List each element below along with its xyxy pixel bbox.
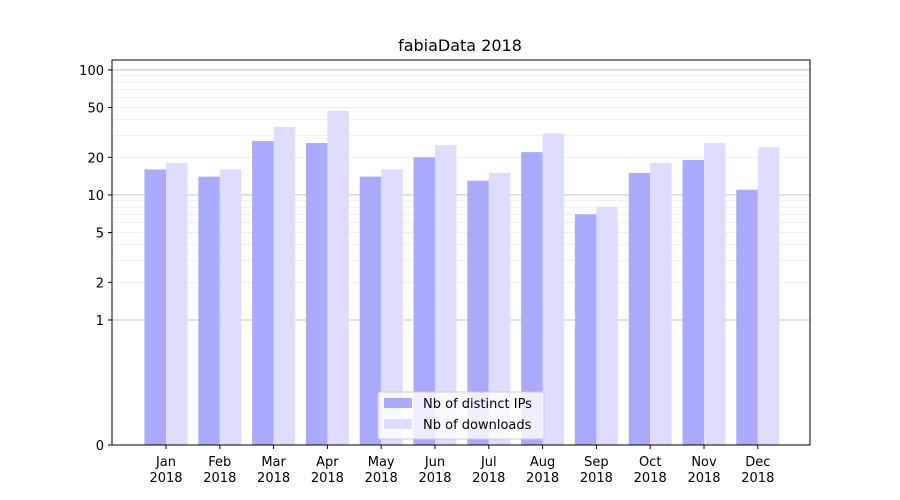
x-tick-label-year: 2018 — [149, 471, 182, 486]
y-axis: 0 1 2 5 10 20 50 100 — [79, 64, 112, 454]
legend-swatch-downloads — [384, 419, 412, 429]
y-tick-label: 5 — [96, 227, 104, 242]
x-tick-label-year: 2018 — [472, 471, 505, 486]
y-tick-label: 100 — [79, 64, 104, 79]
bar-downloads — [166, 163, 188, 445]
bar-ips — [252, 140, 274, 445]
x-tick-label-year: 2018 — [311, 471, 344, 486]
x-tick-label-year: 2018 — [257, 471, 290, 486]
bar-downloads — [219, 169, 242, 445]
y-tick-label: 50 — [87, 102, 104, 117]
legend-swatch-ips — [384, 398, 412, 408]
x-tick-label-year: 2018 — [580, 471, 613, 486]
bar-ips — [628, 172, 651, 445]
x-tick-label-month: Jan — [155, 455, 176, 470]
x-tick-label-year: 2018 — [203, 471, 236, 486]
bar-ips — [359, 176, 382, 445]
bar-ips — [682, 160, 704, 445]
legend: Nb of distinct IPs Nb of downloads — [377, 391, 545, 440]
y-tick-label: 2 — [96, 276, 104, 291]
bar-downloads — [381, 169, 403, 445]
bar-downloads — [435, 145, 457, 445]
y-tick-label: 0 — [96, 439, 104, 454]
x-tick-label-month: Oct — [639, 455, 661, 470]
bar-downloads — [704, 143, 726, 445]
x-axis: Jan2018Feb2018Mar2018Apr2018May2018Jun20… — [149, 445, 774, 486]
bar-ips — [413, 157, 435, 445]
legend-label-ips: Nb of distinct IPs — [423, 397, 532, 412]
x-tick-label-month: Nov — [691, 455, 717, 470]
bar-ips — [736, 189, 758, 445]
x-tick-label-year: 2018 — [634, 471, 667, 486]
chart-title: fabiaData 2018 — [398, 36, 522, 55]
x-tick-label-year: 2018 — [687, 471, 720, 486]
bar-downloads — [757, 147, 780, 446]
plot-frame — [111, 59, 811, 446]
y-tick-label: 10 — [87, 189, 104, 204]
bar-downloads — [327, 110, 349, 445]
y-tick-label: 20 — [87, 151, 104, 166]
legend-label-downloads: Nb of downloads — [423, 418, 532, 433]
x-tick-label-month: May — [368, 455, 395, 470]
x-tick-label-month: Feb — [208, 455, 231, 470]
bars — [144, 110, 780, 446]
x-tick-label-year: 2018 — [365, 471, 398, 486]
x-tick-label-month: Aug — [530, 455, 555, 470]
x-tick-label-month: Jun — [424, 455, 445, 470]
x-tick-label-year: 2018 — [526, 471, 559, 486]
bar-downloads — [542, 133, 565, 445]
legend-box — [377, 391, 545, 440]
bar-ips — [467, 180, 489, 445]
bar-downloads — [596, 207, 618, 445]
bar-downloads — [488, 172, 511, 445]
bar-ips — [144, 169, 166, 445]
x-tick-label-year: 2018 — [418, 471, 451, 486]
x-tick-label-month: Jul — [480, 455, 497, 470]
bar-ips — [521, 152, 543, 445]
x-tick-label-month: Mar — [261, 455, 286, 470]
bar-ips — [198, 176, 220, 445]
x-tick-label-month: Dec — [745, 455, 770, 470]
x-tick-label-year: 2018 — [741, 471, 774, 486]
bar-downloads — [650, 163, 672, 445]
bar-downloads — [273, 126, 296, 446]
bar-ips — [574, 214, 597, 445]
x-tick-label-month: Sep — [584, 455, 609, 470]
y-tick-label: 1 — [96, 314, 104, 329]
x-tick-label-month: Apr — [316, 455, 339, 470]
bar-ips — [305, 143, 328, 445]
